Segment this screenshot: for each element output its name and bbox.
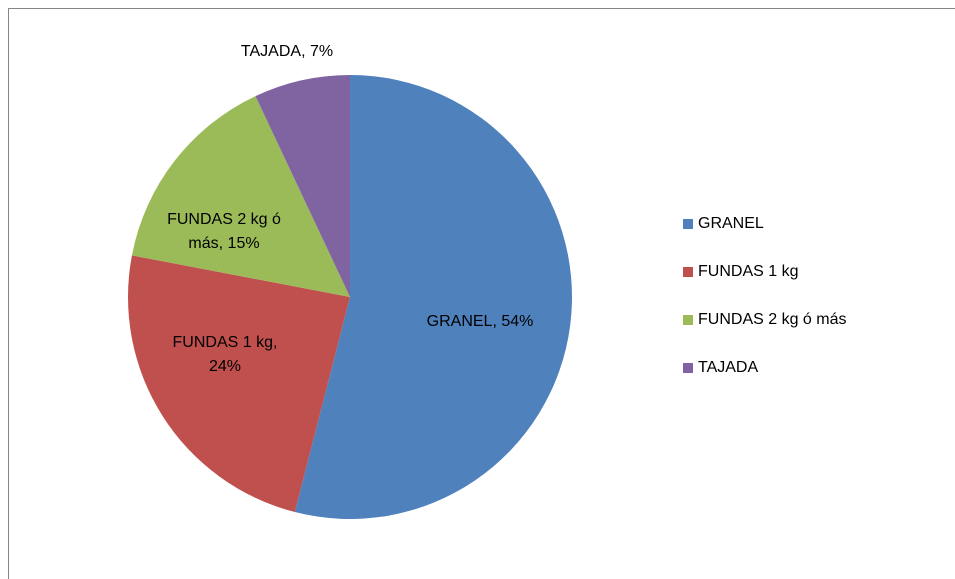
pie-slice: [131, 96, 350, 298]
legend-swatch: [683, 315, 693, 325]
legend-swatch: [683, 219, 693, 229]
data-label: FUNDAS 1 kg, 24%: [172, 334, 278, 375]
data-label: GRANEL, 54%: [426, 313, 534, 330]
legend-label: TAJADA: [698, 359, 758, 376]
data-label: FUNDAS 2 kg ó más, 15%: [167, 211, 281, 252]
legend-label: FUNDAS 1 kg: [698, 263, 798, 280]
data-label: TAJADA, 7%: [240, 43, 334, 60]
pie-slice: [128, 255, 350, 513]
legend-swatch: [683, 267, 693, 277]
legend-label: FUNDAS 2 kg ó más: [698, 311, 846, 328]
legend-label: GRANEL: [698, 215, 764, 232]
pie-slice: [255, 75, 350, 297]
legend-swatch: [683, 363, 693, 373]
pie-slice: [294, 75, 572, 519]
